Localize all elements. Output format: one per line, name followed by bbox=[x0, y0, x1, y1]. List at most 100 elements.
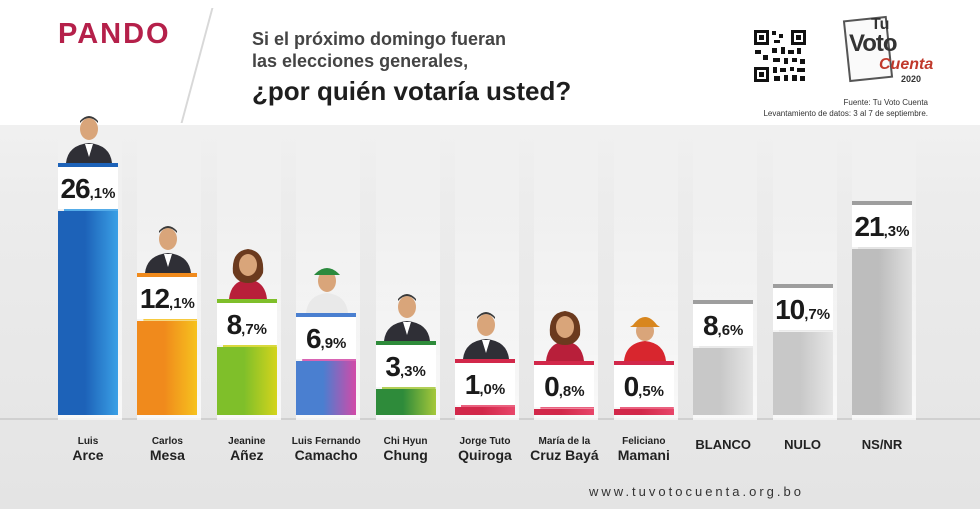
value-integer: 6 bbox=[305, 323, 322, 355]
value-label: 8,6% bbox=[693, 303, 754, 346]
chart-bar bbox=[375, 383, 436, 415]
accent-strip bbox=[137, 272, 198, 277]
value-decimal: ,8% bbox=[558, 382, 585, 400]
region-title: PANDO bbox=[58, 18, 171, 50]
label-last-name: Mesa bbox=[149, 447, 185, 463]
value-integer: 8 bbox=[226, 309, 243, 341]
accent-strip bbox=[375, 341, 436, 346]
chart-bar bbox=[613, 403, 674, 415]
value-integer: 21 bbox=[854, 210, 884, 242]
category-label: María de la Cruz Bayá bbox=[519, 436, 609, 463]
bar-face bbox=[852, 248, 912, 415]
accent-strip bbox=[852, 200, 912, 205]
label-last-name: Arce bbox=[72, 447, 104, 463]
source-note: Fuente: Tu Voto Cuenta Levantamiento de … bbox=[763, 97, 928, 119]
chart-column: 0,5% bbox=[613, 120, 678, 420]
label-last-name: Mamani bbox=[617, 447, 670, 463]
bar-face bbox=[534, 408, 595, 415]
bar-face bbox=[375, 389, 436, 415]
accent-strip bbox=[216, 299, 277, 304]
chart-column: 26,1% bbox=[58, 116, 122, 420]
chart-bar bbox=[693, 341, 754, 415]
man-cap-icon bbox=[298, 257, 356, 314]
bar-face bbox=[693, 347, 754, 415]
value-integer: 10 bbox=[775, 293, 805, 325]
value-decimal: ,3% bbox=[399, 363, 426, 381]
value-decimal: ,6% bbox=[717, 321, 744, 339]
label-last-name: Quiroga bbox=[458, 447, 512, 463]
chart-column: 10,7% bbox=[772, 120, 837, 420]
value-label: 1,0% bbox=[455, 363, 515, 406]
value-integer: 1 bbox=[464, 369, 481, 401]
header-band bbox=[0, 0, 980, 125]
category-label: Feliciano Mamani bbox=[599, 436, 689, 463]
chart-bar bbox=[216, 341, 277, 415]
accent-strip bbox=[455, 359, 515, 364]
man-suit-icon bbox=[378, 285, 436, 342]
footer-url[interactable]: www.tuvotocuenta.org.bo bbox=[589, 484, 804, 499]
value-label: 8,7% bbox=[216, 303, 277, 346]
accent-strip bbox=[58, 163, 118, 168]
label-first-name: Luis Fernando bbox=[291, 436, 361, 447]
accent-strip bbox=[613, 361, 674, 365]
value-label: 0,5% bbox=[613, 365, 674, 407]
label-first-name: Luis bbox=[77, 436, 99, 447]
label-first-name: Carlos bbox=[151, 436, 183, 447]
question-line-2: las elecciones generales, bbox=[252, 51, 469, 71]
value-integer: 0 bbox=[544, 370, 560, 402]
accent-strip bbox=[296, 313, 357, 318]
label-first-name: Feliciano bbox=[622, 436, 666, 447]
category-label: Jeanine Añez bbox=[202, 436, 292, 463]
man-suit-icon bbox=[139, 217, 197, 273]
value-label: 3,3% bbox=[375, 345, 436, 388]
value-integer: 0 bbox=[623, 371, 640, 402]
chart-bar bbox=[772, 325, 833, 415]
chart-column: 1,0% bbox=[455, 120, 519, 420]
category-label: Jorge Tuto Quiroga bbox=[440, 436, 530, 463]
logo-cuenta: Cuenta bbox=[879, 56, 934, 73]
bar-face bbox=[216, 347, 277, 415]
bar-face bbox=[772, 331, 833, 415]
value-decimal: ,3% bbox=[883, 222, 910, 240]
question-line-1: Si el próximo domingo fueran bbox=[252, 29, 507, 49]
label-first-name: Jeanine bbox=[228, 436, 266, 447]
logo-tu: Tu bbox=[871, 16, 890, 33]
logo-year: 2020 bbox=[901, 74, 922, 84]
tu-voto-cuenta-logo: Tu Voto Cuenta 2020 bbox=[842, 15, 933, 90]
label-name: BLANCO bbox=[695, 437, 751, 452]
chart-column: 8,7% bbox=[216, 120, 281, 420]
question-block: Si el próximo domingo fueran las eleccio… bbox=[252, 28, 571, 108]
value-decimal: ,1% bbox=[169, 294, 195, 312]
category-label: Carlos Mesa bbox=[122, 436, 212, 463]
label-first-name: Jorge Tuto bbox=[459, 436, 511, 447]
label-last-name: Chung bbox=[383, 447, 428, 463]
label-last-name: Camacho bbox=[294, 447, 358, 463]
value-label: 21,3% bbox=[852, 204, 912, 247]
qr-code-icon[interactable] bbox=[752, 28, 808, 84]
value-label: 12,1% bbox=[137, 276, 198, 319]
chart-column: 6,9% bbox=[296, 120, 361, 420]
source-line-2: Levantamiento de datos: 3 al 7 de septie… bbox=[763, 109, 928, 118]
value-label: 26,1% bbox=[58, 167, 118, 210]
value-decimal: ,1% bbox=[89, 185, 116, 203]
label-first-name: Chi Hyun bbox=[383, 436, 428, 447]
bar-face bbox=[58, 211, 118, 415]
bar-face bbox=[613, 409, 674, 415]
value-decimal: ,9% bbox=[320, 335, 347, 353]
man-suit-icon bbox=[60, 107, 118, 164]
category-label: NS/NR bbox=[837, 436, 927, 452]
woman-icon bbox=[219, 243, 277, 300]
man-suit-icon bbox=[457, 303, 515, 360]
bar-face bbox=[296, 361, 357, 415]
chart-bar bbox=[534, 402, 595, 415]
value-integer: 26 bbox=[60, 173, 90, 205]
chart-bar bbox=[455, 401, 515, 415]
label-last-name: Cruz Bayá bbox=[530, 447, 599, 463]
value-label: 6,9% bbox=[296, 317, 357, 360]
chart-column: 0,8% bbox=[534, 120, 599, 420]
value-decimal: ,7% bbox=[241, 321, 268, 339]
chart-bar bbox=[852, 242, 912, 415]
accent-strip bbox=[772, 283, 833, 288]
question-line-3: ¿por quién votaría usted? bbox=[252, 76, 572, 106]
woman-icon bbox=[536, 305, 594, 361]
